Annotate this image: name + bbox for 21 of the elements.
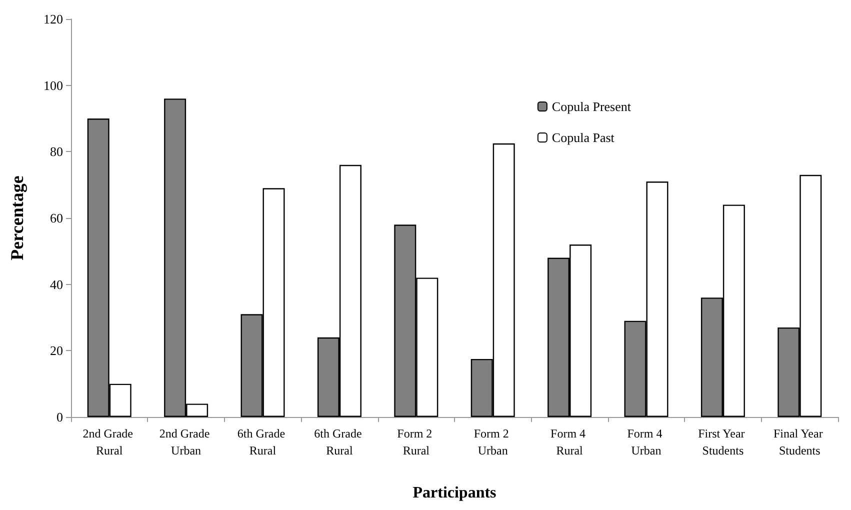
legend-label: Copula Present bbox=[552, 99, 632, 114]
y-tick-label: 60 bbox=[50, 210, 63, 226]
y-tick-label: 0 bbox=[56, 410, 63, 424]
y-tick-label: 120 bbox=[44, 12, 63, 26]
y-tick-label: 100 bbox=[44, 78, 63, 93]
x-tick-label: First Year Students bbox=[698, 426, 748, 458]
y-tick-label: 40 bbox=[50, 276, 63, 292]
x-tick-label: Form 2 Urban bbox=[474, 426, 512, 458]
x-tick-label: Form 4 Urban bbox=[627, 426, 666, 458]
y-tick-label: 20 bbox=[50, 343, 63, 358]
y-axis-title: Percentage bbox=[7, 176, 27, 260]
x-tick-label: 2nd Grade Urban bbox=[159, 426, 213, 458]
x-tick-label: 6th Grade Rural bbox=[314, 426, 365, 458]
x-tick-label: Final Year Students bbox=[773, 426, 826, 458]
x-tick-label: Form 2 Rural bbox=[397, 426, 436, 458]
y-tick-label: 80 bbox=[50, 144, 63, 160]
x-tick-label: 6th Grade Rural bbox=[237, 426, 288, 458]
x-axis-title: Participants bbox=[412, 484, 496, 502]
x-tick-label: Form 4 Rural bbox=[550, 426, 589, 458]
x-tick-label: 2nd Grade Rural bbox=[82, 426, 136, 458]
legend-label: Copula Past bbox=[552, 130, 615, 145]
